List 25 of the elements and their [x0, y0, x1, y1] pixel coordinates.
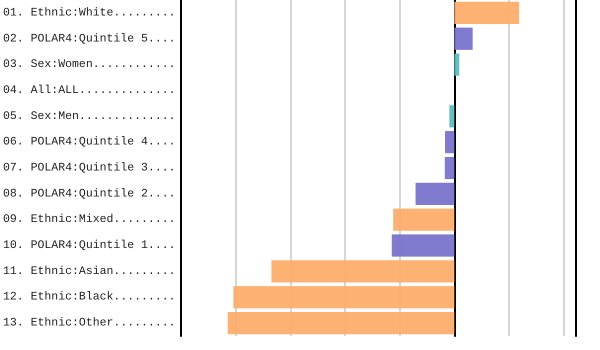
bar: [393, 208, 454, 231]
bar: [454, 28, 473, 50]
y-tick-label: 10. POLAR4:Quintile 1....: [3, 239, 176, 252]
y-tick-label: 12. Ethnic:Black.........: [3, 290, 176, 304]
bar: [271, 260, 454, 282]
y-tick-label: 04. All:ALL..............: [3, 84, 176, 97]
bar: [416, 182, 454, 205]
bar: [454, 2, 520, 24]
bar: [228, 312, 454, 334]
y-tick-label: 11. Ethnic:Asian.........: [3, 264, 176, 278]
y-tick-label: 08. POLAR4:Quintile 2....: [3, 187, 176, 200]
y-tick-label: 06. POLAR4:Quintile 4....: [3, 136, 176, 149]
bar: [392, 234, 454, 257]
y-tick-label: 09. Ethnic:Mixed.........: [3, 213, 176, 226]
bar: [449, 105, 454, 128]
y-tick-label: 05. Sex:Men..............: [3, 110, 176, 123]
y-tick-label: 03. Sex:Women............: [3, 58, 176, 72]
y-tick-label: 07. POLAR4:Quintile 3....: [3, 162, 176, 174]
bar: [445, 131, 454, 154]
y-tick-label: 13. Ethnic:Other.........: [3, 316, 176, 330]
y-tick-label: 02. POLAR4:Quintile 5....: [3, 32, 176, 46]
bar: [454, 54, 460, 76]
bar: [233, 286, 454, 308]
bar: [444, 156, 454, 180]
y-tick-label: 01. Ethnic:White.........: [3, 6, 176, 20]
